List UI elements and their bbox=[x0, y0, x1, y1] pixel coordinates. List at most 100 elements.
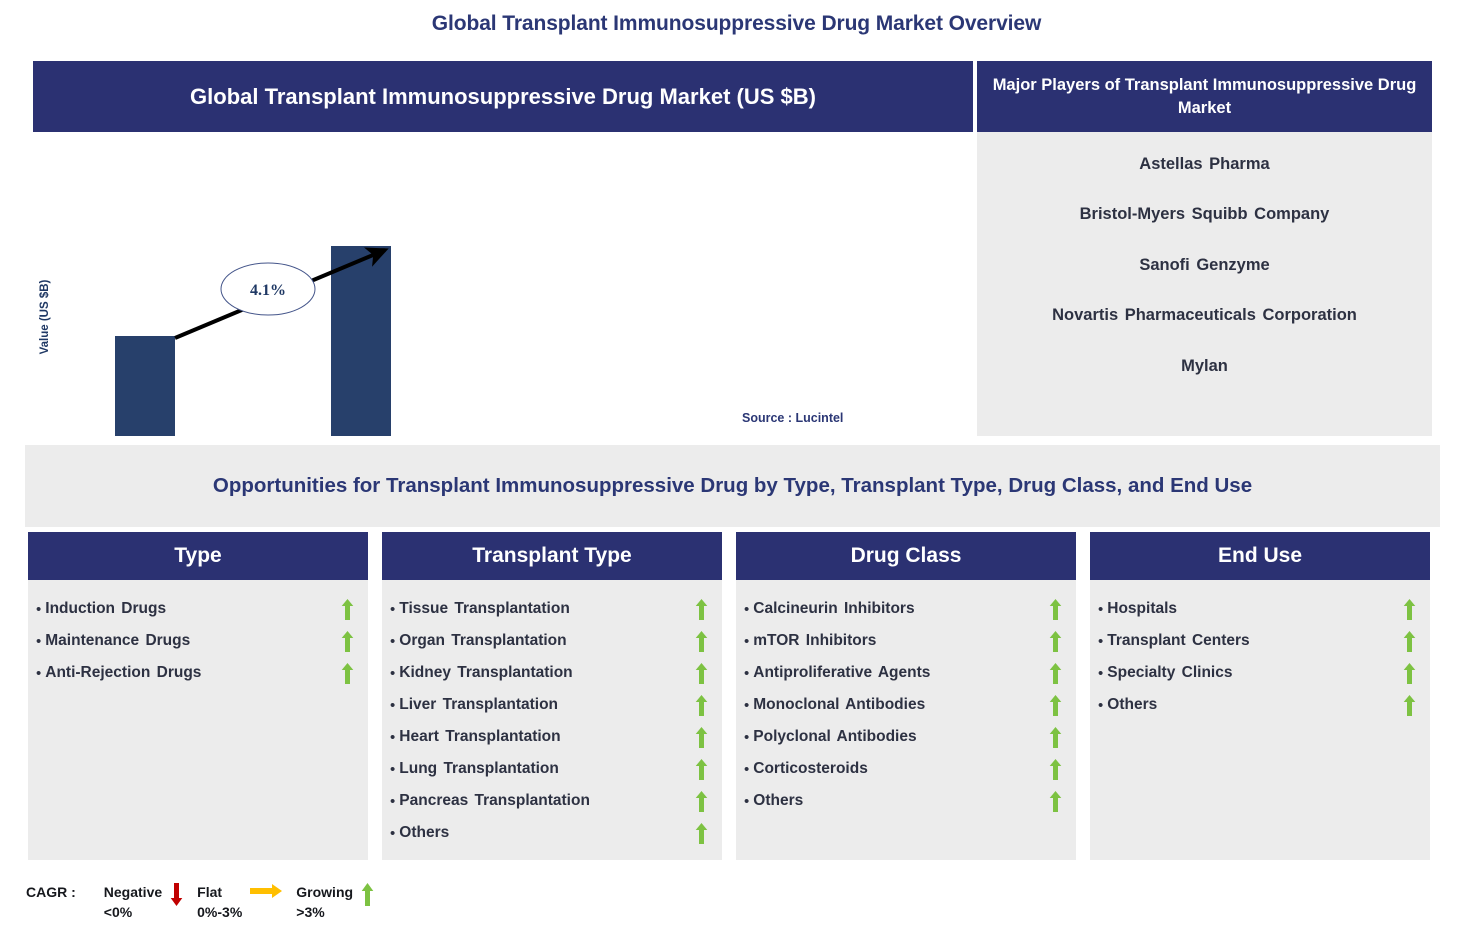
list-item: • Heart Transplantation bbox=[382, 721, 722, 753]
source-note: Source : Lucintel bbox=[742, 411, 844, 425]
arrow-up-green-icon bbox=[695, 662, 708, 684]
list-item: • Polyclonal Antibodies bbox=[736, 721, 1076, 753]
cagr-legend: CAGR : Negative <0% Flat 0%-3% Growing >… bbox=[26, 882, 388, 923]
bullet-icon: • bbox=[1098, 696, 1104, 714]
list-item: • Tissue Transplantation bbox=[382, 593, 722, 625]
bullet-icon: • bbox=[744, 792, 750, 810]
arrow-right-yellow-icon bbox=[250, 884, 283, 898]
arrow-up-green-icon bbox=[695, 790, 708, 812]
legend-name: Flat bbox=[197, 884, 223, 900]
legend-entry-flat: Flat 0%-3% bbox=[197, 882, 292, 923]
list-item: • Liver Transplantation bbox=[382, 689, 722, 721]
arrow-up-green-icon bbox=[1049, 790, 1062, 812]
arrow-up-green-icon bbox=[1049, 726, 1062, 748]
page-title: Global Transplant Immunosuppressive Drug… bbox=[431, 12, 1042, 35]
bullet-icon: • bbox=[390, 824, 396, 842]
list-item: Astellas Pharma bbox=[1139, 155, 1270, 173]
legend-range: >3% bbox=[296, 904, 325, 921]
legend-entry-text: Growing >3% bbox=[296, 882, 353, 923]
bar-2031 bbox=[331, 246, 391, 436]
bullet-icon: • bbox=[390, 600, 396, 618]
segment-label: Organ Transplantation bbox=[399, 632, 567, 649]
arrow-up-green-icon bbox=[1049, 662, 1062, 684]
arrow-up-green-icon bbox=[1403, 694, 1416, 716]
arrow-up-green-icon bbox=[1049, 630, 1062, 652]
bullet-icon: • bbox=[36, 664, 42, 682]
bullet-icon: • bbox=[390, 696, 396, 714]
category-column-type: Type • Induction Drugs • Maintenance Dru… bbox=[28, 532, 368, 860]
legend-entry-negative: Negative <0% bbox=[104, 882, 193, 923]
segment-label: Induction Drugs bbox=[45, 600, 167, 617]
cagr-legend-title: CAGR : bbox=[26, 884, 76, 900]
segment-label: Maintenance Drugs bbox=[45, 632, 191, 649]
bullet-icon: • bbox=[390, 728, 396, 746]
cagr-callout-label: 4.1% bbox=[250, 282, 286, 299]
opportunities-banner-text: Opportunities for Transplant Immunosuppr… bbox=[212, 474, 1253, 497]
market-chart-panel: Global Transplant Immunosuppressive Drug… bbox=[33, 61, 973, 436]
list-item: • Specialty Clinics bbox=[1090, 657, 1430, 689]
arrow-up-green-icon bbox=[1403, 598, 1416, 620]
category-header: Type bbox=[28, 532, 368, 580]
category-header: Drug Class bbox=[736, 532, 1076, 580]
category-column-drug-class: Drug Class • Calcineurin Inhibitors • mT… bbox=[736, 532, 1076, 860]
category-column-transplant-type: Transplant Type • Tissue Transplantation… bbox=[382, 532, 722, 860]
list-item: • Calcineurin Inhibitors bbox=[736, 593, 1076, 625]
y-axis-title: Value (US $B) bbox=[39, 279, 51, 354]
category-header: End Use bbox=[1090, 532, 1430, 580]
segment-label: Specialty Clinics bbox=[1107, 664, 1233, 681]
list-item: • Monoclonal Antibodies bbox=[736, 689, 1076, 721]
segment-label: Hospitals bbox=[1107, 600, 1178, 617]
list-item: • Others bbox=[1090, 689, 1430, 721]
bar-2025 bbox=[115, 336, 175, 436]
segment-label: Lung Transplantation bbox=[399, 760, 559, 777]
list-item: Mylan bbox=[1181, 356, 1228, 375]
segment-label: Antiproliferative Agents bbox=[753, 664, 931, 681]
arrow-up-green-icon bbox=[361, 883, 374, 906]
category-header: Transplant Type bbox=[382, 532, 722, 580]
bullet-icon: • bbox=[1098, 600, 1104, 618]
major-players-panel: Major Players of Transplant Immunosuppre… bbox=[977, 61, 1432, 436]
arrow-up-green-icon bbox=[1049, 758, 1062, 780]
list-item: • Induction Drugs bbox=[28, 593, 368, 625]
category-column-end-use: End Use • Hospitals • Transplant Centers… bbox=[1090, 532, 1430, 860]
segment-label: Pancreas Transplantation bbox=[399, 792, 590, 809]
segment-label: Corticosteroids bbox=[753, 760, 868, 777]
category-columns: Type • Induction Drugs • Maintenance Dru… bbox=[28, 532, 1445, 860]
bullet-icon: • bbox=[390, 792, 396, 810]
list-item: • Hospitals bbox=[1090, 593, 1430, 625]
category-items: • Calcineurin Inhibitors • mTOR Inhibito… bbox=[736, 580, 1076, 860]
list-item: • Anti-Rejection Drugs bbox=[28, 657, 368, 689]
segment-label: Kidney Transplantation bbox=[399, 664, 573, 681]
list-item: • Others bbox=[382, 817, 722, 849]
segment-label: Liver Transplantation bbox=[399, 696, 559, 713]
bullet-icon: • bbox=[36, 632, 42, 650]
list-item: • Pancreas Transplantation bbox=[382, 785, 722, 817]
list-item: • Maintenance Drugs bbox=[28, 625, 368, 657]
list-item: Bristol-Myers Squibb Company bbox=[1079, 205, 1330, 224]
segment-label: Calcineurin Inhibitors bbox=[753, 600, 915, 617]
list-item: • Others bbox=[736, 785, 1076, 817]
legend-range: 0%-3% bbox=[197, 904, 243, 921]
segment-label: Others bbox=[399, 824, 450, 841]
bullet-icon: • bbox=[1098, 632, 1104, 650]
major-players-header: Major Players of Transplant Immunosuppre… bbox=[977, 61, 1432, 132]
arrow-up-green-icon bbox=[1403, 630, 1416, 652]
arrow-up-green-icon bbox=[695, 726, 708, 748]
bullet-icon: • bbox=[36, 600, 42, 618]
arrow-up-green-icon bbox=[1049, 694, 1062, 716]
legend-range: <0% bbox=[103, 904, 133, 921]
segment-label: Heart Transplantation bbox=[399, 728, 561, 745]
list-item: • Organ Transplantation bbox=[382, 625, 722, 657]
arrow-up-green-icon bbox=[1049, 598, 1062, 620]
list-item: • Transplant Centers bbox=[1090, 625, 1430, 657]
arrow-up-green-icon bbox=[1403, 662, 1416, 684]
arrow-up-green-icon bbox=[695, 694, 708, 716]
segment-label: Others bbox=[753, 792, 804, 809]
bullet-icon: • bbox=[390, 760, 396, 778]
list-item: • Antiproliferative Agents bbox=[736, 657, 1076, 689]
list-item: • Corticosteroids bbox=[736, 753, 1076, 785]
segment-label: Transplant Centers bbox=[1107, 632, 1250, 649]
legend-entry-text: Negative <0% bbox=[104, 882, 162, 923]
bullet-icon: • bbox=[744, 760, 750, 778]
bullet-icon: • bbox=[390, 664, 396, 682]
